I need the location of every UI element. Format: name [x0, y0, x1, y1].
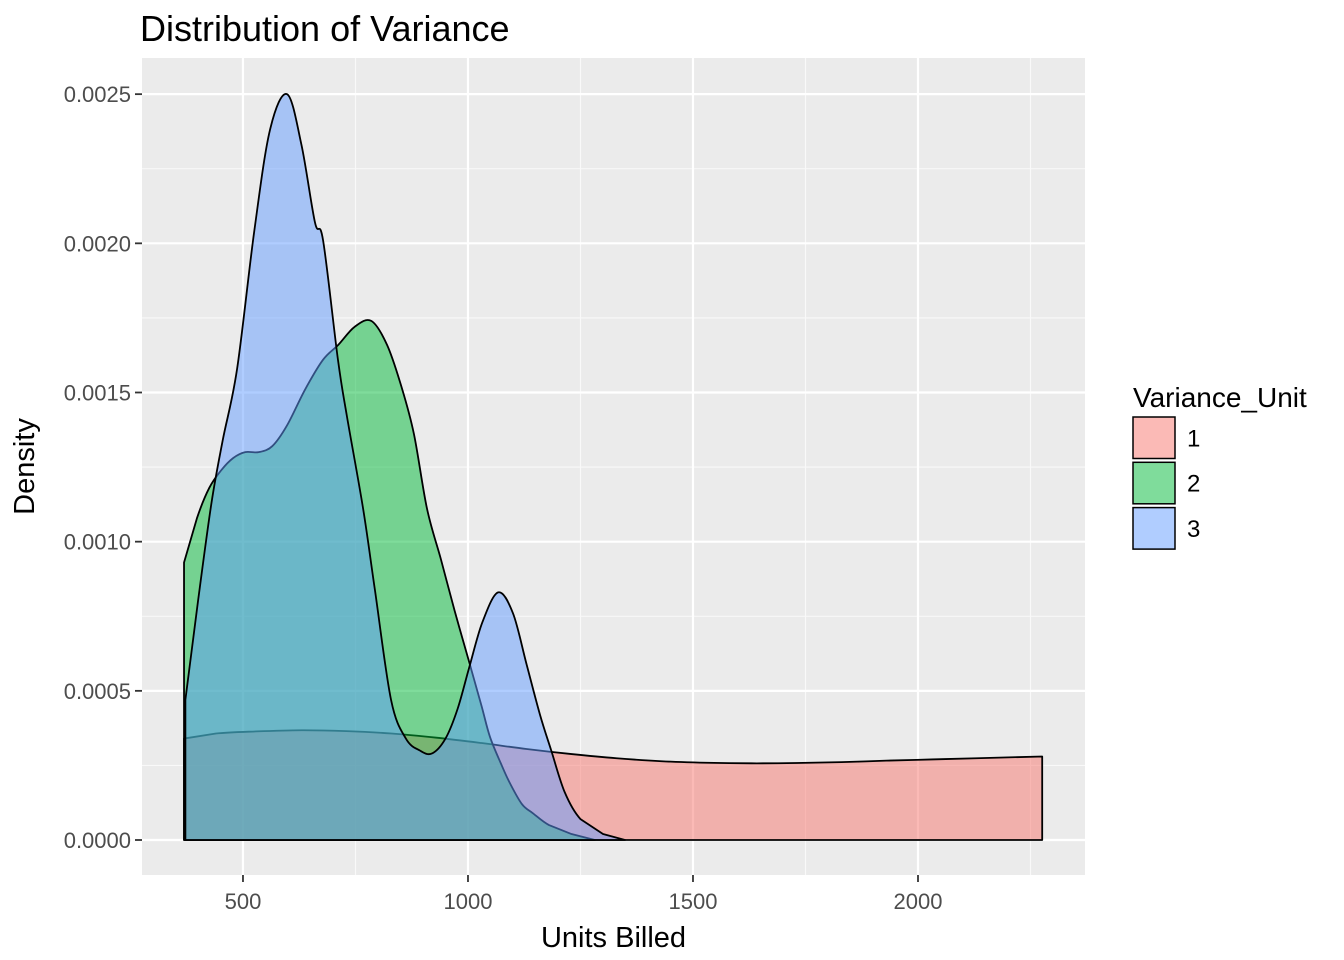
legend-swatch-3 [1132, 506, 1176, 550]
x-tick-label: 1000 [444, 889, 493, 914]
y-tick-label: 0.0025 [64, 82, 131, 107]
legend-label-2: 2 [1187, 471, 1200, 498]
y-tick-label: 0.0005 [64, 679, 131, 704]
y-tick-label: 0.0015 [64, 381, 131, 406]
y-tick-label: 0.0010 [64, 530, 131, 555]
legend-swatch-2 [1132, 461, 1176, 505]
x-tick-label: 500 [225, 889, 262, 914]
plot-title: Distribution of Variance [140, 8, 510, 49]
tick-marks [135, 93, 919, 882]
legend-label-1: 1 [1187, 425, 1200, 452]
x-tick-label: 1500 [669, 889, 718, 914]
legend-swatch-1 [1132, 416, 1176, 460]
y-tick-label: 0.0000 [64, 828, 131, 853]
legend: Variance_Unit 1 2 3 [1132, 382, 1307, 550]
x-axis-title: Units Billed [541, 922, 686, 954]
x-tick-label: 2000 [894, 889, 943, 914]
y-axis-title: Density [9, 418, 41, 515]
legend-label-3: 3 [1187, 516, 1200, 543]
density-areas [183, 93, 1044, 841]
legend-title: Variance_Unit [1133, 382, 1307, 413]
density-area-series-3 [184, 93, 626, 841]
y-tick-label: 0.0020 [64, 231, 131, 256]
